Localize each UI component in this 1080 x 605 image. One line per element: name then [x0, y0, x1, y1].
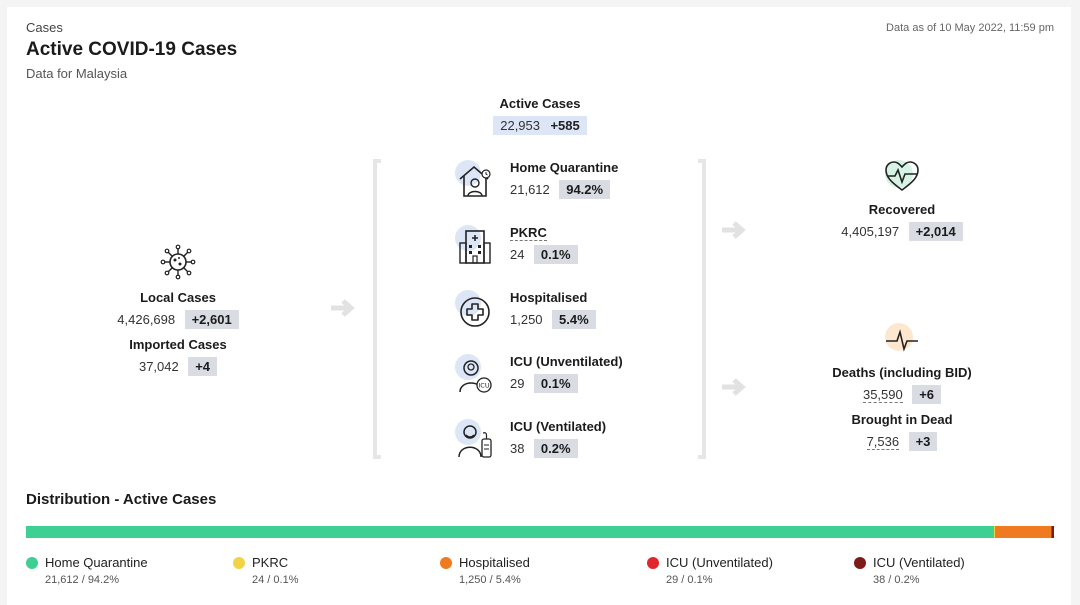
deaths-label: Deaths (including BID): [832, 365, 972, 380]
legend-value: 24 / 0.1%: [252, 574, 299, 586]
arrow-right-icon: [720, 377, 750, 397]
distribution-segment: [995, 526, 1051, 538]
legend-value: 38 / 0.2%: [873, 574, 920, 586]
bid-value[interactable]: 7,536: [866, 434, 900, 450]
recovered-summary: Recovered 4,405,197 +2,014: [802, 160, 1002, 241]
arrow-right-icon: [329, 298, 359, 318]
bracket-left: [373, 159, 381, 459]
ventilated-patient-icon: [455, 419, 495, 459]
icu-unventilated-label: ICU (Unventilated): [510, 354, 623, 369]
legend-dot: [854, 557, 866, 569]
recovered-label: Recovered: [868, 202, 936, 217]
bid-change: +3: [908, 432, 938, 451]
page-subtitle: Data for Malaysia: [26, 66, 128, 81]
data-timestamp: Data as of 10 May 2022, 11:59 pm: [886, 22, 1054, 34]
local-cases-value: 4,426,698: [117, 312, 176, 327]
icu-unventilated-pct: 0.1%: [533, 374, 578, 393]
legend-value: 1,250 / 5.4%: [459, 574, 521, 586]
active-cases-label: Active Cases: [499, 96, 581, 111]
pkrc-item: PKRC 24 0.1%: [455, 225, 695, 275]
legend-value: 29 / 0.1%: [666, 574, 713, 586]
legend-dot: [233, 557, 245, 569]
heartbeat-icon: [885, 160, 919, 194]
svg-text:ICU: ICU: [478, 382, 489, 390]
bracket-right: [698, 159, 706, 459]
virus-icon: [160, 244, 196, 280]
icu-ventilated-label: ICU (Ventilated): [510, 419, 607, 434]
arrow-right-icon: [720, 220, 750, 240]
icu-ventilated-value: 38: [510, 441, 525, 456]
pkrc-label[interactable]: PKRC: [510, 225, 547, 241]
medical-cross-icon: [455, 290, 495, 330]
home-quarantine-pct: 94.2%: [559, 180, 611, 199]
imported-cases-change: +4: [188, 357, 218, 376]
legend-label: PKRC: [252, 555, 289, 570]
hospitalised-label: Hospitalised: [510, 290, 588, 305]
active-cases-value-chip: 22,953 +585: [493, 116, 587, 135]
legend-label: ICU (Ventilated): [873, 555, 965, 570]
distribution-segment: [1050, 526, 1052, 538]
section-label: Cases: [26, 20, 63, 35]
icu-unventilated-value: 29: [510, 376, 525, 391]
pkrc-pct: 0.1%: [533, 245, 578, 264]
page-title: Active COVID-19 Cases: [26, 39, 238, 60]
recovered-change: +2,014: [908, 222, 963, 241]
legend-value: 21,612 / 94.2%: [45, 574, 120, 586]
imported-cases-label: Imported Cases: [129, 337, 227, 352]
icu-ventilated-item: ICU (Ventilated) 38 0.2%: [455, 419, 695, 469]
distribution-title: Distribution - Active Cases: [26, 491, 217, 508]
hospitalised-item: Hospitalised 1,250 5.4%: [455, 290, 695, 340]
house-person-icon: [455, 160, 495, 200]
hospitalised-pct: 5.4%: [552, 310, 596, 329]
distribution-segment: [994, 526, 996, 538]
pkrc-value: 24: [510, 247, 525, 262]
distribution-bar: [26, 526, 1054, 538]
legend-dot: [647, 557, 659, 569]
icu-unventilated-item: ICU ICU (Unventilated) 29 0.1%: [455, 354, 695, 404]
active-cases-value: 22,953: [500, 118, 540, 133]
home-quarantine-label: Home Quarantine: [510, 160, 619, 175]
legend-label: ICU (Unventilated): [666, 555, 773, 570]
local-cases-label: Local Cases: [140, 290, 216, 305]
home-quarantine-item: Home Quarantine 21,612 94.2%: [455, 160, 695, 210]
distribution-segment: [1051, 526, 1054, 538]
legend-dot: [26, 557, 38, 569]
icu-ventilated-pct: 0.2%: [533, 439, 578, 458]
deaths-value[interactable]: 35,590: [862, 387, 903, 403]
local-cases-change: +2,601: [184, 310, 239, 329]
active-cases-summary: Active Cases 22,953 +585: [450, 96, 630, 135]
legend-label: Hospitalised: [459, 555, 530, 570]
recovered-value: 4,405,197: [841, 224, 900, 239]
distribution-segment: [26, 526, 995, 538]
icu-patient-icon: ICU: [455, 354, 495, 394]
active-cases-change: +585: [550, 118, 580, 133]
hospitalised-value: 1,250: [510, 312, 543, 327]
deaths-summary: Deaths (including BID) 35,590 +6 Brought…: [802, 323, 1002, 451]
bid-label: Brought in Dead: [851, 412, 953, 427]
building-icon: [455, 225, 495, 265]
pulse-line-icon: [885, 323, 919, 357]
local-imported-cases: Local Cases 4,426,698 +2,601 Imported Ca…: [87, 244, 269, 376]
legend-dot: [440, 557, 452, 569]
imported-cases-value: 37,042: [138, 359, 179, 374]
dashboard-card: Cases Active COVID-19 Cases Data for Mal…: [7, 7, 1071, 605]
legend-label: Home Quarantine: [45, 555, 148, 570]
deaths-change: +6: [912, 385, 942, 404]
home-quarantine-value: 21,612: [510, 182, 550, 197]
